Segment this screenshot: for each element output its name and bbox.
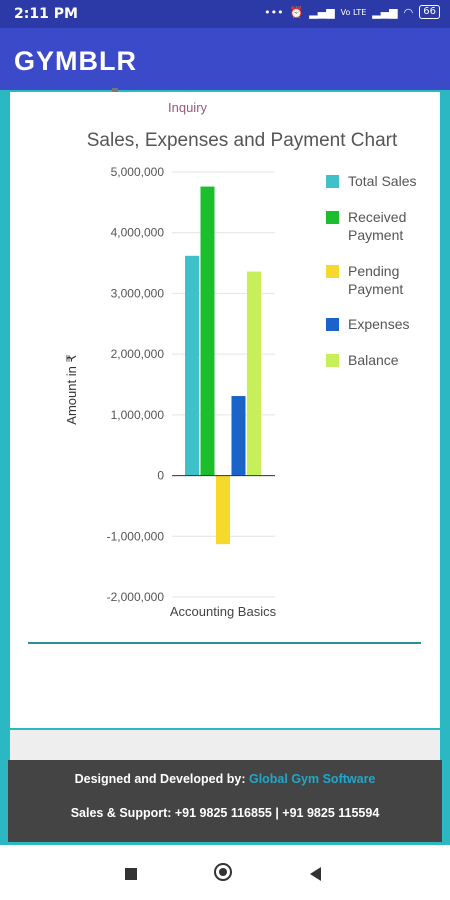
legend-swatch — [326, 318, 339, 331]
chart-bars — [185, 186, 261, 545]
footer: Designed and Developed by: Global Gym So… — [8, 760, 442, 842]
legend-label: Received — [348, 209, 406, 225]
home-icon[interactable] — [214, 863, 232, 881]
y-tick-label: -1,000,000 — [107, 529, 165, 543]
chart-y-axis-label: Amount in ₹ — [64, 354, 79, 424]
alarm-icon: ⏰ — [289, 5, 304, 19]
y-tick-label: 3,000,000 — [111, 286, 165, 300]
content-bottom-strip — [10, 730, 440, 760]
footer-credit: Designed and Developed by: Global Gym So… — [8, 772, 442, 786]
chart-legend: Total Sales Received Payment Pending Payment… — [326, 173, 416, 368]
bar-received-payment — [200, 186, 215, 476]
y-tick-label: 1,000,000 — [111, 408, 165, 422]
recent-apps-icon[interactable] — [125, 868, 137, 880]
app-bar: GYMBLR — [0, 28, 450, 90]
app-title: GYMBLR — [14, 46, 137, 76]
legend-label: Pending — [348, 263, 399, 279]
inquiry-label: Inquiry — [168, 100, 208, 115]
y-tick-label: 4,000,000 — [111, 226, 165, 240]
legend-swatch — [326, 211, 339, 224]
chart-x-axis-label: Accounting Basics — [170, 604, 277, 619]
legend-swatch — [326, 265, 339, 278]
bar-pending-payment — [216, 475, 230, 545]
legend-label: Payment — [348, 281, 403, 297]
wifi-icon: ◠ — [403, 5, 414, 19]
system-nav-bar — [0, 845, 450, 900]
signal-icon: ▂▄▆ — [309, 5, 335, 19]
chart-card[interactable] — [10, 92, 440, 728]
battery-icon: 66 — [419, 5, 440, 19]
y-tick-label: 0 — [157, 469, 164, 483]
chart-y-ticks: -2,000,000 -1,000,000 0 1,000,000 2,000,000 3… — [107, 165, 165, 604]
company-link[interactable]: Global Gym Software — [248, 772, 376, 786]
bar-total-sales — [185, 255, 199, 476]
chart-title: Sales, Expenses and Payment Chart — [87, 130, 398, 151]
footer-designed-label: Designed and Developed by: — [74, 772, 246, 786]
back-icon[interactable] — [310, 867, 321, 881]
legend-label: Expenses — [348, 316, 409, 332]
legend-swatch — [326, 175, 339, 188]
legend-swatch — [326, 354, 339, 367]
footer-support: Sales & Support: +91 9825 116855 | +91 9… — [70, 806, 380, 820]
y-tick-label: 2,000,000 — [111, 347, 165, 361]
legend-label: Balance — [348, 352, 399, 368]
volte-icon: Vo LTE — [340, 7, 367, 17]
more-dots-icon: ••• — [264, 5, 284, 19]
sales-expenses-chart: Sales, Expenses and Payment Chart -2,000… — [64, 130, 416, 619]
section-divider — [28, 642, 421, 644]
y-tick-label: 5,000,000 — [111, 165, 165, 179]
status-bar: 2:11 PM ••• ⏰ ▂▄▆ Vo LTE ▂▄▆ ◠ 66 — [0, 0, 450, 28]
status-time: 2:11 PM — [14, 6, 78, 22]
signal-icon-2: ▂▄▆ — [372, 5, 398, 19]
status-icons: ••• ⏰ ▂▄▆ Vo LTE ▂▄▆ ◠ 66 — [264, 5, 440, 19]
cut-label-fragment — [112, 88, 118, 92]
y-tick-label: -2,000,000 — [107, 590, 165, 604]
legend-label: Payment — [348, 227, 403, 243]
legend-label: Total Sales — [348, 173, 416, 189]
bar-balance — [247, 271, 261, 476]
bar-expenses — [231, 396, 246, 476]
